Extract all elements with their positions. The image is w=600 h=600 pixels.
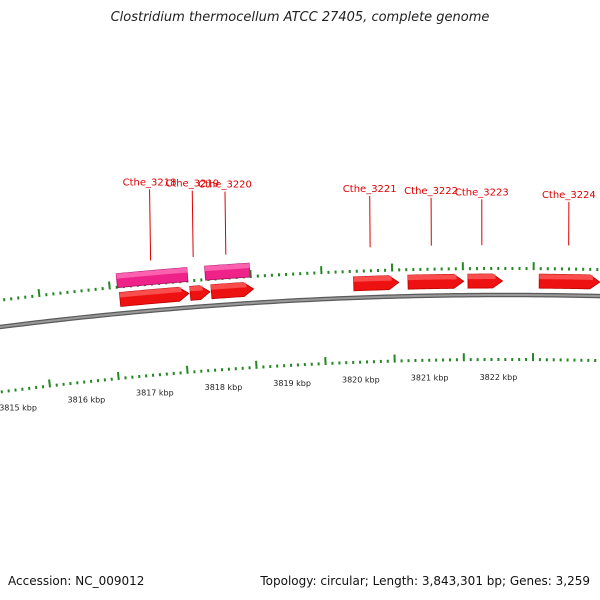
kbp-label: 3818 kbp xyxy=(205,383,243,392)
kbp-labels: 3815 kbp 3816 kbp 3817 kbp 3818 kbp 3819 kbp… xyxy=(0,373,517,412)
inner-ticks xyxy=(0,353,597,394)
gene-label: Cthe_3222 xyxy=(404,186,458,197)
accession-text: Accession: NC_009012 xyxy=(8,574,145,588)
backbone-line xyxy=(0,293,600,329)
magenta-feature-highlight xyxy=(204,263,250,272)
gene-label: Cthe_3221 xyxy=(343,184,397,195)
genome-backbone xyxy=(0,292,600,330)
genome-title: Clostridium thermocellum ATCC 27405, com… xyxy=(110,10,490,25)
outer-tick xyxy=(37,288,41,298)
gene-label: Cthe_3219 xyxy=(165,179,219,190)
gene-label: Cthe_3220 xyxy=(198,180,252,191)
kbp-label: 3821 kbp xyxy=(411,374,449,383)
kbp-label: 3822 kbp xyxy=(480,373,518,382)
kbp-label: 3815 kbp xyxy=(0,403,37,412)
gene-arrow-highlight xyxy=(407,274,457,281)
gene-arrow-highlight xyxy=(119,287,182,298)
forward-genes xyxy=(118,273,600,307)
gene-label-leader xyxy=(224,191,227,255)
gene-arrow-highlight xyxy=(539,274,593,280)
gene-label: Cthe_3224 xyxy=(542,190,596,201)
inner-tick xyxy=(255,360,258,369)
magenta-feature-highlight xyxy=(116,267,188,279)
kbp-label: 3816 kbp xyxy=(68,395,106,404)
gene-arrow-highlight xyxy=(467,274,496,280)
gene-label-leader xyxy=(191,190,194,258)
gene-label-leader xyxy=(149,189,152,261)
genome-summary-text: Topology: circular; Length: 3,843,301 bp… xyxy=(260,574,590,588)
outer-ticks xyxy=(3,262,599,302)
outer-tick xyxy=(249,269,252,279)
gene-arrow-highlight xyxy=(353,275,392,282)
gene-arrow-highlight xyxy=(189,285,203,292)
kbp-label: 3817 kbp xyxy=(136,389,174,398)
kbp-label: 3819 kbp xyxy=(273,379,311,388)
inner-tick xyxy=(185,365,189,374)
inner-tick xyxy=(116,371,120,381)
gene-arrow-highlight xyxy=(210,282,247,290)
kbp-label: 3820 kbp xyxy=(342,376,380,385)
gene-label: Cthe_3223 xyxy=(455,187,509,198)
gene-label: Cthe_3218 xyxy=(123,177,177,188)
inner-tick xyxy=(48,379,52,388)
magenta-features xyxy=(115,262,251,289)
outer-tick xyxy=(108,281,111,290)
